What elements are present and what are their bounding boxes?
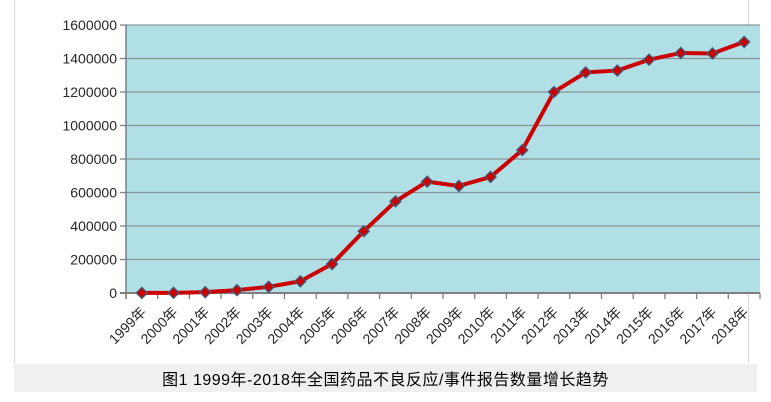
data-point-marker (167, 286, 180, 300)
y-tick-label: 1000000 (62, 118, 117, 134)
y-tick-label: 1200000 (62, 84, 117, 100)
y-tick-label: 0 (109, 285, 117, 301)
figure-caption: 图1 1999年-2018年全国药品不良反应/事件报告数量增长趋势 (162, 372, 609, 389)
data-point-marker (293, 274, 307, 288)
data-point-marker (484, 170, 497, 184)
data-point-marker (135, 286, 149, 300)
data-point-marker (262, 280, 276, 294)
y-tick-label: 400000 (70, 218, 117, 234)
data-point-marker (579, 65, 593, 79)
data-point-marker (610, 64, 624, 77)
y-tick-label: 1600000 (62, 17, 117, 33)
caption-band: 图1 1999年-2018年全国药品不良反应/事件报告数量增长趋势 (14, 364, 757, 392)
figure-frame: 0 200000 400000 600000 800000 1000000 1200000 1… (14, 0, 761, 363)
data-point-marker (674, 46, 688, 60)
data-point-marker (737, 35, 751, 49)
data-point-marker (706, 47, 719, 60)
data-point-marker (325, 257, 339, 271)
line-chart: 0 200000 400000 600000 800000 1000000 1200000 1… (62, 17, 761, 347)
y-tick-label: 200000 (70, 252, 117, 268)
data-point-marker (642, 53, 656, 67)
data-point-marker (198, 285, 212, 299)
y-tick-label: 800000 (70, 151, 117, 167)
y-tick-label: 1400000 (62, 51, 117, 67)
data-point-marker (389, 194, 402, 208)
data-point-marker (547, 85, 561, 99)
y-tick-label: 600000 (70, 185, 117, 201)
data-point-marker (515, 143, 529, 157)
data-point-marker (420, 175, 434, 189)
data-point-marker (357, 224, 371, 238)
data-point-marker (230, 283, 244, 297)
data-point-marker (452, 179, 466, 193)
